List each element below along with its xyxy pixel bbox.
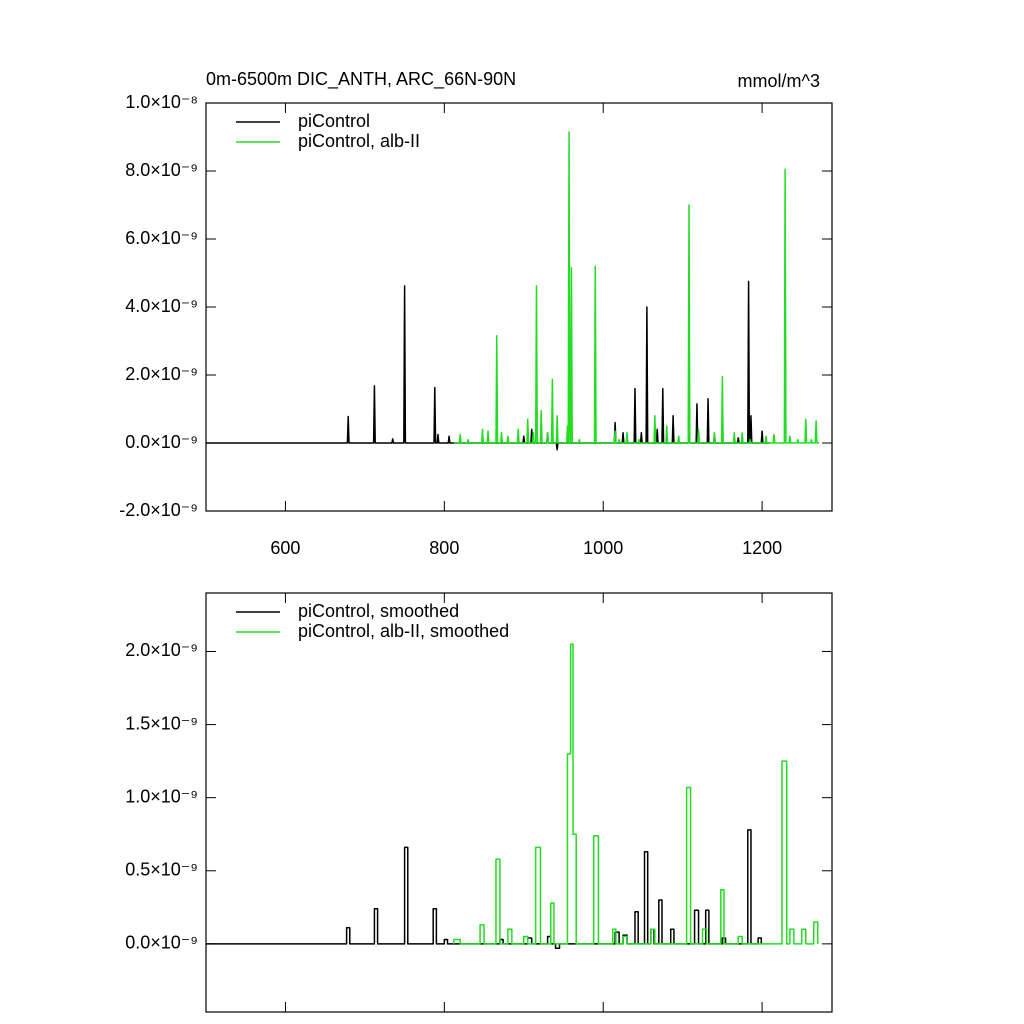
y-tick-label: 8.0×10⁻⁹	[125, 160, 198, 180]
y-tick-label: 1.0×10⁻⁸	[125, 92, 198, 112]
y-tick-label: 0.5×10⁻⁹	[125, 860, 198, 880]
series-line	[206, 280, 771, 451]
legend-label: piControl, smoothed	[298, 601, 459, 621]
y-tick-label: 4.0×10⁻⁹	[125, 296, 198, 316]
plot-frame	[205, 102, 833, 512]
x-tick-label: 1200	[742, 538, 782, 558]
y-tick-label: 1.5×10⁻⁹	[125, 713, 198, 733]
x-tick-label: 1000	[583, 538, 623, 558]
chart-title: 0m-6500m DIC_ANTH, ARC_66N-90N	[206, 69, 516, 90]
x-tick-label: 600	[270, 538, 300, 558]
y-tick-label: 6.0×10⁻⁹	[125, 228, 198, 248]
y-tick-label: 2.0×10⁻⁹	[125, 364, 198, 384]
legend-label: piControl	[298, 111, 370, 131]
plot-frame	[205, 592, 833, 1013]
series-line	[206, 829, 763, 950]
y-tick-label: 2.0×10⁻⁹	[125, 640, 198, 660]
y-tick-label: 1.0×10⁻⁹	[125, 786, 198, 806]
legend-label: piControl, alb-II, smoothed	[298, 621, 509, 641]
legend-label: piControl, alb-II	[298, 131, 420, 151]
y-tick-label: 0.0×10⁻⁹	[125, 933, 198, 953]
units-label: mmol/m^3	[738, 71, 820, 91]
series-line	[453, 131, 820, 444]
x-tick-label: 800	[429, 538, 459, 558]
y-tick-label: 0.0×10⁻⁹	[125, 432, 198, 452]
series-line	[453, 643, 819, 945]
y-tick-label: -2.0×10⁻⁹	[119, 500, 198, 520]
